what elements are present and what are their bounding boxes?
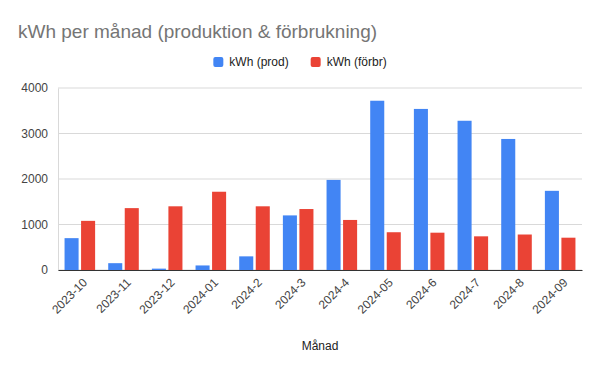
series <box>81 192 575 270</box>
y-tick: 4000 <box>21 81 58 95</box>
x-tick-label: 2024-7 <box>447 275 484 312</box>
grid <box>58 88 582 270</box>
x-axis: 2023-102023-112023-122024-012024-22024-3… <box>49 270 582 317</box>
y-tick-label: 4000 <box>21 81 48 95</box>
bar <box>212 192 226 270</box>
x-tick: 2024-2 <box>228 270 265 312</box>
x-tick-label: 2024-2 <box>228 275 265 312</box>
bar <box>299 209 313 270</box>
legend-label: kWh (förbr) <box>327 55 387 69</box>
bar <box>414 109 428 270</box>
bar <box>168 206 182 270</box>
x-tick: 2024-3 <box>272 270 309 312</box>
series <box>65 101 559 270</box>
legend-swatch <box>311 57 321 67</box>
x-tick: 2023-12 <box>136 270 177 317</box>
y-tick-label: 3000 <box>21 127 48 141</box>
x-tick-label: 2024-01 <box>180 275 221 316</box>
y-tick-label: 0 <box>41 263 48 277</box>
y-tick: 0 <box>41 263 58 277</box>
y-tick: 2000 <box>21 172 58 186</box>
bar <box>327 180 341 270</box>
y-tick: 3000 <box>21 127 58 141</box>
chart: kWh per månad (produktion & förbrukning)… <box>0 0 600 371</box>
x-tick: 2024-8 <box>490 270 527 312</box>
bar <box>152 269 166 270</box>
x-axis-title: Månad <box>302 339 339 353</box>
y-tick: 1000 <box>21 218 58 232</box>
bar <box>501 139 515 270</box>
grid-line <box>58 88 582 89</box>
bars <box>65 101 576 270</box>
bar <box>430 233 444 270</box>
x-tick: 2024-01 <box>180 270 221 317</box>
x-tick-label: 2024-09 <box>529 275 570 316</box>
x-tick-label: 2023-12 <box>136 275 177 316</box>
x-tick-label: 2023-11 <box>93 275 134 316</box>
bar <box>561 238 575 270</box>
x-tick-label: 2024-3 <box>272 275 309 312</box>
y-tick-label: 1000 <box>21 218 48 232</box>
y-axis: 0 1000 2000 3000 4000 <box>21 81 58 277</box>
x-axis-line <box>59 270 583 271</box>
bar <box>65 238 79 270</box>
x-tick: 2024-05 <box>355 270 396 317</box>
x-tick-label: 2023-10 <box>49 275 90 316</box>
x-tick: 2024-7 <box>447 270 484 312</box>
x-tick: 2024-09 <box>529 270 570 317</box>
y-tick-label: 2000 <box>21 172 48 186</box>
bar <box>196 265 210 270</box>
x-tick-label: 2024-4 <box>316 275 353 312</box>
title: kWh per månad (produktion & förbrukning) <box>18 21 377 42</box>
x-tick-label: 2024-8 <box>490 275 527 312</box>
grid-line <box>58 133 582 134</box>
bar <box>474 236 488 270</box>
x-tick: 2023-10 <box>49 270 90 317</box>
legend-swatch <box>213 57 223 67</box>
bar <box>370 101 384 270</box>
x-tick: 2023-11 <box>93 270 134 316</box>
x-tick: 2024-4 <box>316 270 353 312</box>
legend: kWh (prod) kWh (förbr) <box>213 55 386 69</box>
legend-label: kWh (prod) <box>229 55 288 69</box>
bar <box>458 121 472 270</box>
bar <box>283 215 297 270</box>
bar <box>387 232 401 270</box>
bar <box>125 208 139 270</box>
y-axis-line <box>58 89 59 271</box>
bar <box>545 191 559 270</box>
bar <box>81 221 95 270</box>
plot: 010002000300040002023-102023-112023-1220… <box>21 81 582 316</box>
bar <box>256 206 270 270</box>
bar <box>239 256 253 270</box>
bar <box>108 263 122 270</box>
x-tick-label: 2024-6 <box>403 275 440 312</box>
legend-item: kWh (förbr) <box>311 55 387 69</box>
legend-item: kWh (prod) <box>213 55 288 69</box>
x-tick-label: 2024-05 <box>355 275 396 316</box>
bar <box>343 220 357 270</box>
bar <box>518 235 532 270</box>
x-tick: 2024-6 <box>403 270 440 312</box>
